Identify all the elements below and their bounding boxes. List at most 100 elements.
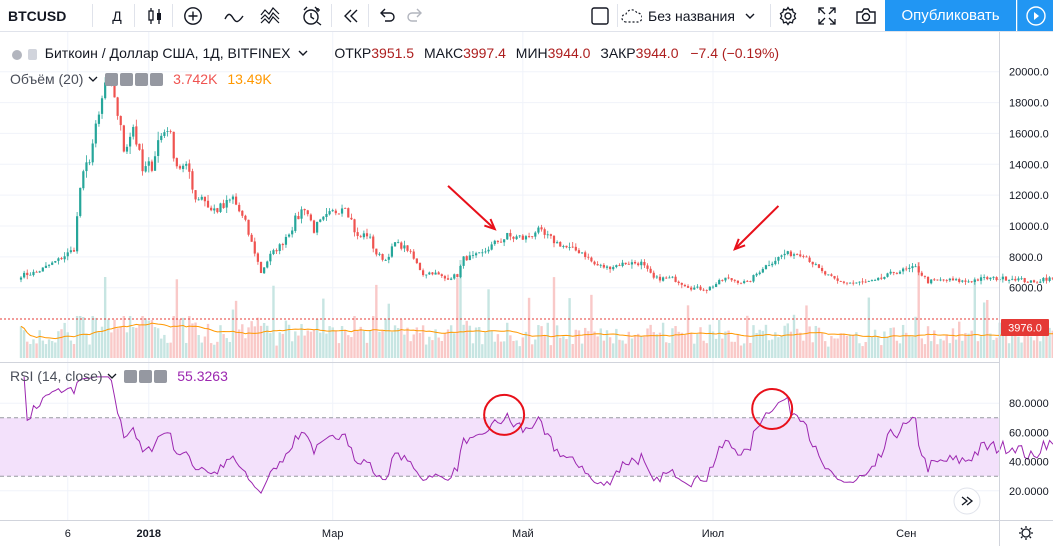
time-axis[interactable]: 62018МарМайИюлСенНоя	[65, 528, 1053, 540]
candle	[44, 262, 48, 269]
candle-body	[490, 244, 493, 250]
candle-body	[986, 277, 989, 280]
candle-body	[849, 282, 852, 284]
chart-area[interactable]: 6000.0 8000.0 10000.0 12000.0 14000.0 16000.0…	[0, 32, 1053, 546]
layout-grid-button[interactable]	[588, 0, 612, 31]
candle-body	[234, 196, 238, 205]
candle-body	[724, 277, 727, 281]
layout-name-button[interactable]: Без названия	[620, 0, 768, 31]
indicators-button[interactable]	[255, 0, 285, 31]
play-button[interactable]	[1017, 0, 1053, 31]
volume-bar	[54, 342, 57, 358]
chevron-down-icon[interactable]	[296, 46, 310, 60]
candle	[390, 243, 394, 258]
volume-bar	[677, 331, 680, 358]
rsi-axis[interactable]: 20.0000 40.0000 60.0000 80.0000	[1009, 398, 1049, 498]
volume-bar	[646, 328, 649, 358]
candle-body	[718, 280, 721, 285]
alert-clock-icon	[301, 5, 323, 27]
snapshot-button[interactable]	[852, 0, 880, 31]
publish-label: Опубликовать	[901, 7, 1000, 24]
volume-bar	[521, 337, 525, 358]
settings-button[interactable]	[775, 0, 801, 31]
candle-body	[736, 280, 740, 283]
volume-bar	[696, 333, 699, 358]
eye-icon[interactable]	[124, 370, 138, 383]
volume-bar	[593, 331, 596, 358]
volume-bar	[38, 330, 41, 358]
chevron-down-icon[interactable]	[106, 370, 118, 382]
volume-bar	[300, 324, 303, 358]
candle-body	[992, 276, 995, 278]
candle	[805, 255, 808, 258]
volume-bar	[178, 319, 182, 358]
interval-button[interactable]: Д	[102, 0, 132, 31]
volume-bar	[755, 332, 758, 358]
volume-bar	[986, 299, 989, 358]
candle-body	[100, 98, 104, 114]
fullscreen-button[interactable]	[814, 0, 840, 31]
candle	[1007, 279, 1011, 284]
chart-style-button[interactable]	[142, 0, 168, 31]
drawing-line-button[interactable]	[220, 0, 248, 31]
eye-icon[interactable]	[105, 73, 119, 86]
volume-bar	[674, 326, 677, 358]
candle	[970, 280, 973, 283]
candle-body	[503, 239, 506, 243]
candle	[820, 265, 824, 274]
candle	[178, 164, 182, 171]
candle-body	[418, 262, 422, 270]
volume-bar	[640, 336, 643, 358]
volume-bar	[181, 317, 185, 358]
compare-button[interactable]	[180, 0, 206, 31]
candle	[91, 139, 94, 166]
candle-body	[951, 278, 955, 281]
volume-bar	[225, 338, 228, 358]
publish-button[interactable]: Опубликовать	[885, 0, 1016, 31]
candle	[1026, 281, 1029, 283]
volume-legend: Объём (20) 3.742K 13.49K	[10, 71, 272, 87]
candle	[609, 266, 612, 273]
symbol-search-button[interactable]: BTCUSD	[8, 0, 90, 31]
close-icon[interactable]	[154, 370, 168, 383]
candle-body	[54, 261, 57, 263]
undo-button[interactable]	[375, 0, 399, 31]
volume-bar	[870, 337, 874, 358]
candle-body	[509, 233, 512, 237]
volume-bar	[185, 342, 188, 358]
candle-body	[939, 279, 942, 281]
gear-icon[interactable]	[139, 370, 153, 383]
volume-bar	[403, 334, 406, 358]
close-icon[interactable]	[150, 73, 164, 86]
candle	[294, 212, 297, 233]
candle	[799, 250, 802, 258]
volume-bar	[680, 332, 684, 358]
redo-button[interactable]	[403, 0, 427, 31]
candle-body	[665, 277, 668, 279]
candle-body	[1023, 278, 1026, 283]
candle	[231, 194, 235, 204]
candle	[655, 275, 658, 280]
price-axis[interactable]: 6000.0 8000.0 10000.0 12000.0 14000.0 16000.0…	[1009, 67, 1049, 295]
candle	[873, 278, 877, 281]
candle-body	[886, 273, 889, 277]
volume-bar	[905, 332, 908, 358]
time-tick-label: Май	[512, 528, 534, 540]
chevron-down-icon[interactable]	[87, 73, 99, 85]
candle-body	[191, 171, 194, 190]
alert-button[interactable]	[298, 0, 326, 31]
candle-body	[989, 277, 992, 280]
volume-bar	[119, 326, 122, 358]
volume-bar	[954, 339, 958, 358]
volume-bar	[624, 343, 627, 358]
volume-bar	[652, 332, 655, 358]
scroll-to-latest-button[interactable]	[953, 487, 981, 515]
plus-icon[interactable]	[135, 73, 149, 86]
gear-icon[interactable]	[120, 73, 134, 86]
change-value: −7.4 (−0.19%)	[690, 45, 780, 61]
bar-replay-button[interactable]	[338, 0, 364, 31]
axis-settings-button[interactable]	[1019, 526, 1033, 540]
volume-bar	[362, 330, 366, 358]
candle-body	[864, 281, 867, 283]
candle-body	[316, 221, 319, 233]
